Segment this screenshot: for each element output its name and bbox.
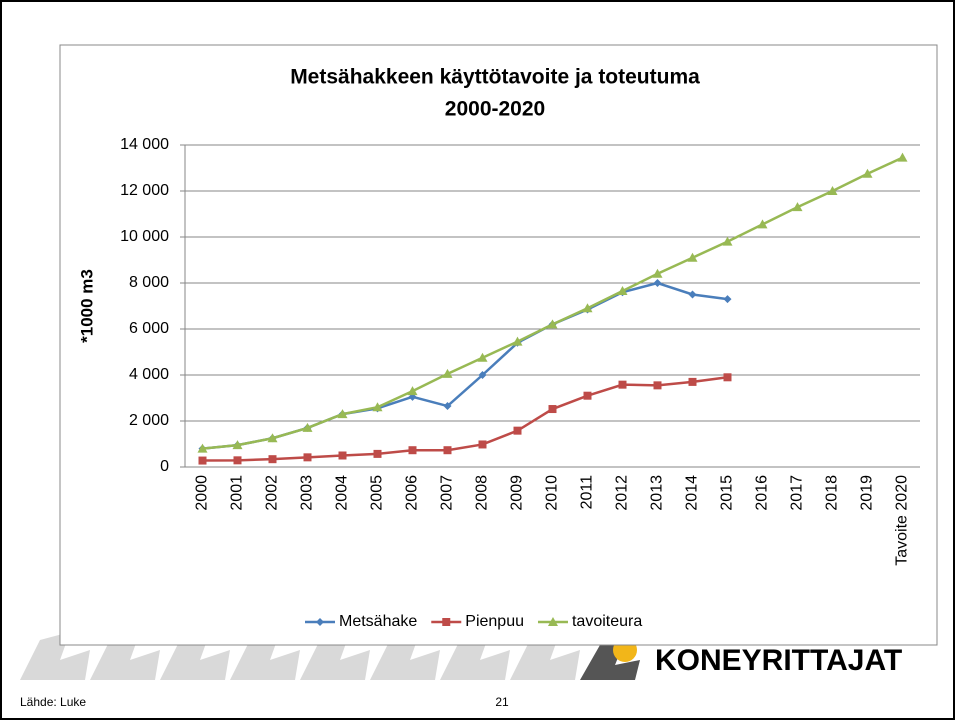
y-tick-label: 4 000 [129, 366, 169, 383]
point [689, 378, 697, 386]
point [584, 392, 592, 400]
x-tick-label: 2012 [614, 475, 631, 511]
page: {"chart_data": {"type": "line", "title":… [0, 0, 955, 720]
y-tick-label: 10 000 [120, 228, 169, 245]
point [234, 456, 242, 464]
chart-title: Metsähakkeen käyttötavoite ja toteutuma [290, 66, 700, 89]
x-tick-label: 2005 [369, 475, 386, 511]
y-tick-label: 14 000 [120, 136, 169, 153]
y-tick-label: 6 000 [129, 320, 169, 337]
x-tick-label: 2000 [194, 475, 211, 511]
x-tick-label: Tavoite 2020 [894, 475, 911, 566]
y-tick-label: 0 [160, 458, 169, 475]
x-tick-label: 2019 [859, 475, 876, 511]
point [374, 450, 382, 458]
point [619, 381, 627, 389]
chart-subtitle: 2000-2020 [445, 98, 545, 121]
point [304, 453, 312, 461]
x-tick-label: 2017 [789, 475, 806, 511]
point [724, 373, 732, 381]
x-tick-label: 2016 [754, 475, 771, 511]
y-tick-label: 8 000 [129, 274, 169, 291]
x-tick-label: 2002 [264, 475, 281, 511]
source: Lähde: Luke [20, 695, 86, 709]
x-tick-label: 2006 [404, 475, 421, 511]
x-tick-label: 2001 [229, 475, 246, 511]
x-tick-label: 2015 [719, 475, 736, 511]
page-number: 21 [495, 695, 509, 709]
point [339, 452, 347, 460]
legend-label: Metsähake [339, 613, 417, 630]
y-tick-label: 12 000 [120, 182, 169, 199]
point [199, 457, 207, 465]
x-tick-label: 2008 [474, 475, 491, 511]
x-tick-label: 2007 [439, 475, 456, 511]
y-axis-label: *1000 m3 [77, 269, 96, 343]
point [479, 440, 487, 448]
x-tick-label: 2011 [579, 475, 596, 510]
legend-label: Pienpuu [465, 613, 524, 630]
point [654, 381, 662, 389]
x-tick-label: 2014 [684, 475, 701, 511]
legend-label: tavoiteura [572, 613, 642, 630]
x-tick-label: 2003 [299, 475, 316, 511]
slide: KONEYRITTAJAT Lähde: Luke 21 Metsähakkee… [0, 0, 955, 720]
point [269, 455, 277, 463]
x-tick-label: 2009 [509, 475, 526, 511]
x-tick-label: 2018 [824, 475, 841, 511]
logo-text: KONEYRITTAJAT [655, 644, 902, 677]
point [514, 427, 522, 435]
point [444, 446, 452, 454]
x-tick-label: 2004 [334, 475, 351, 511]
point [442, 618, 450, 626]
x-tick-label: 2013 [649, 475, 666, 511]
point [549, 405, 557, 413]
chart-area [60, 45, 937, 645]
y-tick-label: 2 000 [129, 412, 169, 429]
x-tick-label: 2010 [544, 475, 561, 511]
point [409, 446, 417, 454]
